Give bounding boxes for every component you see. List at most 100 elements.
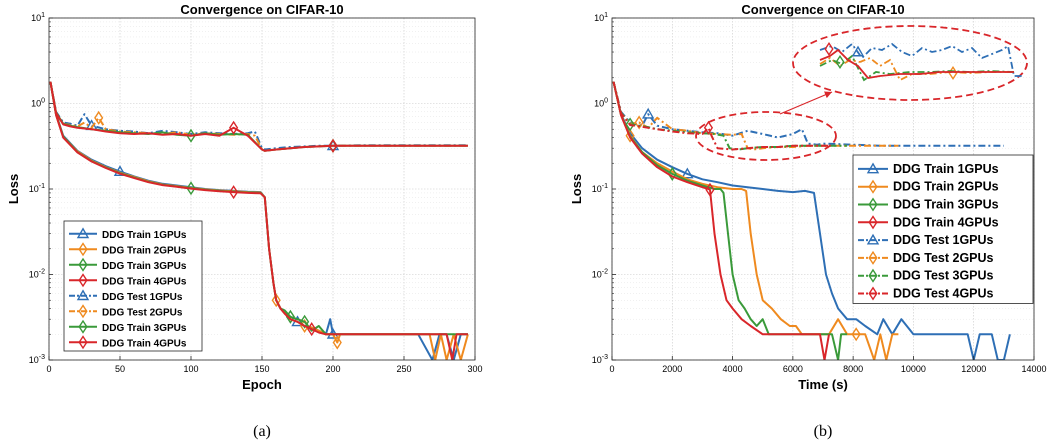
x-tick-label: 10000 — [901, 364, 926, 374]
legend-item-ddg-train-2gpus: DDG Train 2GPUs — [858, 179, 999, 194]
marker-ddg-train-3gpus-2 — [667, 166, 677, 181]
legend-item-ddg-test-1gpus: DDG Test 1GPUs — [69, 289, 183, 303]
panel-b: 0 2000 4000 6000 8000 10000 12000 14000 10-3 10-2… — [569, 2, 1047, 392]
legend-marker — [76, 227, 90, 239]
legend-label: DDG Train 3GPUs — [102, 323, 187, 334]
legend-label: DDG Train 1GPUs — [102, 230, 187, 241]
x-tick-label: 2000 — [662, 364, 682, 374]
legend-marker — [78, 304, 88, 319]
series-ddg-train-4gpus-3 — [612, 81, 830, 360]
x-tick-label: 14000 — [1021, 364, 1046, 374]
y-tick-label: 100 — [594, 98, 608, 109]
series-group-b — [612, 81, 1011, 360]
legend-item-ddg-train-4gpus: DDG Train 4GPUs — [858, 215, 999, 230]
legend-label: DDG Test 2GPUs — [102, 307, 183, 318]
legend-item-ddg-train-1gpus: DDG Train 1GPUs — [858, 162, 999, 176]
panel-a: 0 50 100 150 200 250 300 10-3 10-2 10-1 100 101 Con… — [6, 2, 483, 392]
legend-marker — [76, 289, 90, 301]
marker-ddg-train-4gpus-3 — [705, 182, 715, 197]
legend-label: DDG Train 3GPUs — [893, 198, 999, 212]
marker-ddg-train-4gpus-7 — [229, 120, 239, 135]
x-axis-label-b: Time (s) — [798, 377, 848, 392]
zoom-arrow — [779, 91, 833, 115]
marker-ddg-train-2gpus-1 — [851, 327, 861, 342]
marker-ddg-test-2gpus-5 — [94, 110, 104, 125]
line-ddg-train-4gpus-7 — [49, 81, 468, 152]
x-tick-label: 200 — [325, 364, 340, 374]
y-tick-label: 10-2 — [592, 269, 608, 280]
legend-marker — [868, 197, 878, 212]
marker-ddg-test-2gpus-5 — [634, 115, 644, 130]
legend-label: DDG Train 1GPUs — [893, 162, 999, 176]
legend-label: DDG Test 4GPUs — [893, 287, 994, 301]
series-ddg-test-1gpus-4 — [612, 81, 1004, 147]
legend-box — [63, 220, 203, 352]
zoom-marker — [824, 41, 834, 57]
chart-title-a: Convergence on CIFAR-10 — [180, 2, 343, 17]
legend-item-ddg-train-1gpus: DDG Train 1GPUs — [69, 227, 187, 241]
caption-b: (b) — [814, 423, 833, 440]
legend-marker — [868, 268, 878, 283]
legend-label: DDG Train 2GPUs — [893, 180, 999, 194]
line-ddg-train-4gpus-3 — [49, 81, 468, 360]
zoom-source-ellipse — [695, 111, 837, 161]
legend-label: DDG Test 1GPUs — [893, 233, 994, 247]
legend-item-ddg-test-3gpus: DDG Test 3GPUs — [858, 268, 994, 283]
y-tick-label: 101 — [31, 12, 45, 23]
legend-marker — [868, 215, 878, 230]
x-tick-label: 8000 — [843, 364, 863, 374]
marker-ddg-train-3gpus-2 — [300, 314, 310, 329]
y-tick-label: 100 — [31, 98, 45, 109]
line-ddg-test-1gpus-4 — [612, 81, 1004, 147]
legend-label: DDG Train 2GPUs — [102, 245, 187, 256]
ticks-b: 0 2000 4000 6000 8000 10000 12000 14000 10-3 10-2… — [592, 12, 1047, 374]
series-ddg-test-4gpus-7 — [612, 81, 829, 151]
zoom-annotation — [695, 25, 1028, 161]
legend-marker — [78, 335, 88, 350]
y-tick-label: 10-1 — [29, 183, 45, 194]
zoom-marker — [851, 45, 865, 57]
marker-ddg-train-2gpus-1 — [271, 293, 281, 308]
legend-item-ddg-train-4gpus: DDG Train 4GPUs — [69, 273, 187, 288]
legend-item-ddg-train-4gpus: DDG Train 4GPUs — [69, 335, 187, 350]
marker-ddg-train-2gpus-1 — [332, 335, 342, 350]
y-tick-label: 10-3 — [592, 354, 608, 365]
legend-item-ddg-test-2gpus: DDG Test 2GPUs — [858, 250, 994, 265]
legend-item-ddg-train-3gpus: DDG Train 3GPUs — [69, 319, 187, 334]
x-tick-label: 50 — [115, 364, 125, 374]
marker-ddg-test-3gpus-6 — [625, 117, 635, 132]
zoom-marker — [835, 54, 845, 70]
x-tick-label: 100 — [183, 364, 198, 374]
x-tick-label: 150 — [254, 364, 269, 374]
legend-item-ddg-train-3gpus: DDG Train 3GPUs — [69, 257, 187, 272]
legend-a: DDG Train 1GPUs DDG Train 2GPUs DDG Train … — [63, 220, 203, 352]
y-tick-label: 10-3 — [29, 354, 45, 365]
x-tick-label: 250 — [396, 364, 411, 374]
legend-marker — [78, 319, 88, 334]
marker-ddg-test-4gpus-7 — [703, 120, 714, 135]
legend-marker — [868, 179, 878, 194]
legend-label: DDG Train 3GPUs — [102, 261, 187, 272]
legend-item-ddg-test-1gpus: DDG Test 1GPUs — [858, 233, 994, 247]
marker-ddg-test-1gpus-4 — [641, 107, 655, 119]
legend-box — [852, 154, 1034, 304]
y-tick-label: 10-2 — [29, 269, 45, 280]
marker-ddg-train-3gpus-2 — [285, 309, 295, 324]
legend-marker — [78, 242, 88, 257]
y-tick-label: 10-1 — [592, 183, 608, 194]
legend-marker — [868, 250, 878, 265]
legend-label: DDG Test 3GPUs — [893, 269, 994, 283]
x-tick-label: 12000 — [961, 364, 986, 374]
zoom-target-ellipse — [792, 25, 1028, 101]
legend-item-ddg-train-3gpus: DDG Train 3GPUs — [858, 197, 999, 212]
zoom-line — [819, 54, 1015, 82]
line-ddg-train-4gpus-3 — [612, 81, 830, 360]
legend-marker — [866, 233, 880, 245]
legend-marker — [866, 162, 880, 174]
x-axis-label-a: Epoch — [242, 377, 282, 392]
marker-ddg-train-4gpus-7 — [328, 138, 338, 153]
legend-item-ddg-train-2gpus: DDG Train 2GPUs — [69, 242, 187, 257]
y-axis-label-b: Loss — [569, 174, 584, 204]
y-tick-label: 101 — [594, 12, 608, 23]
legend-label: DDG Train 4GPUs — [102, 338, 187, 349]
